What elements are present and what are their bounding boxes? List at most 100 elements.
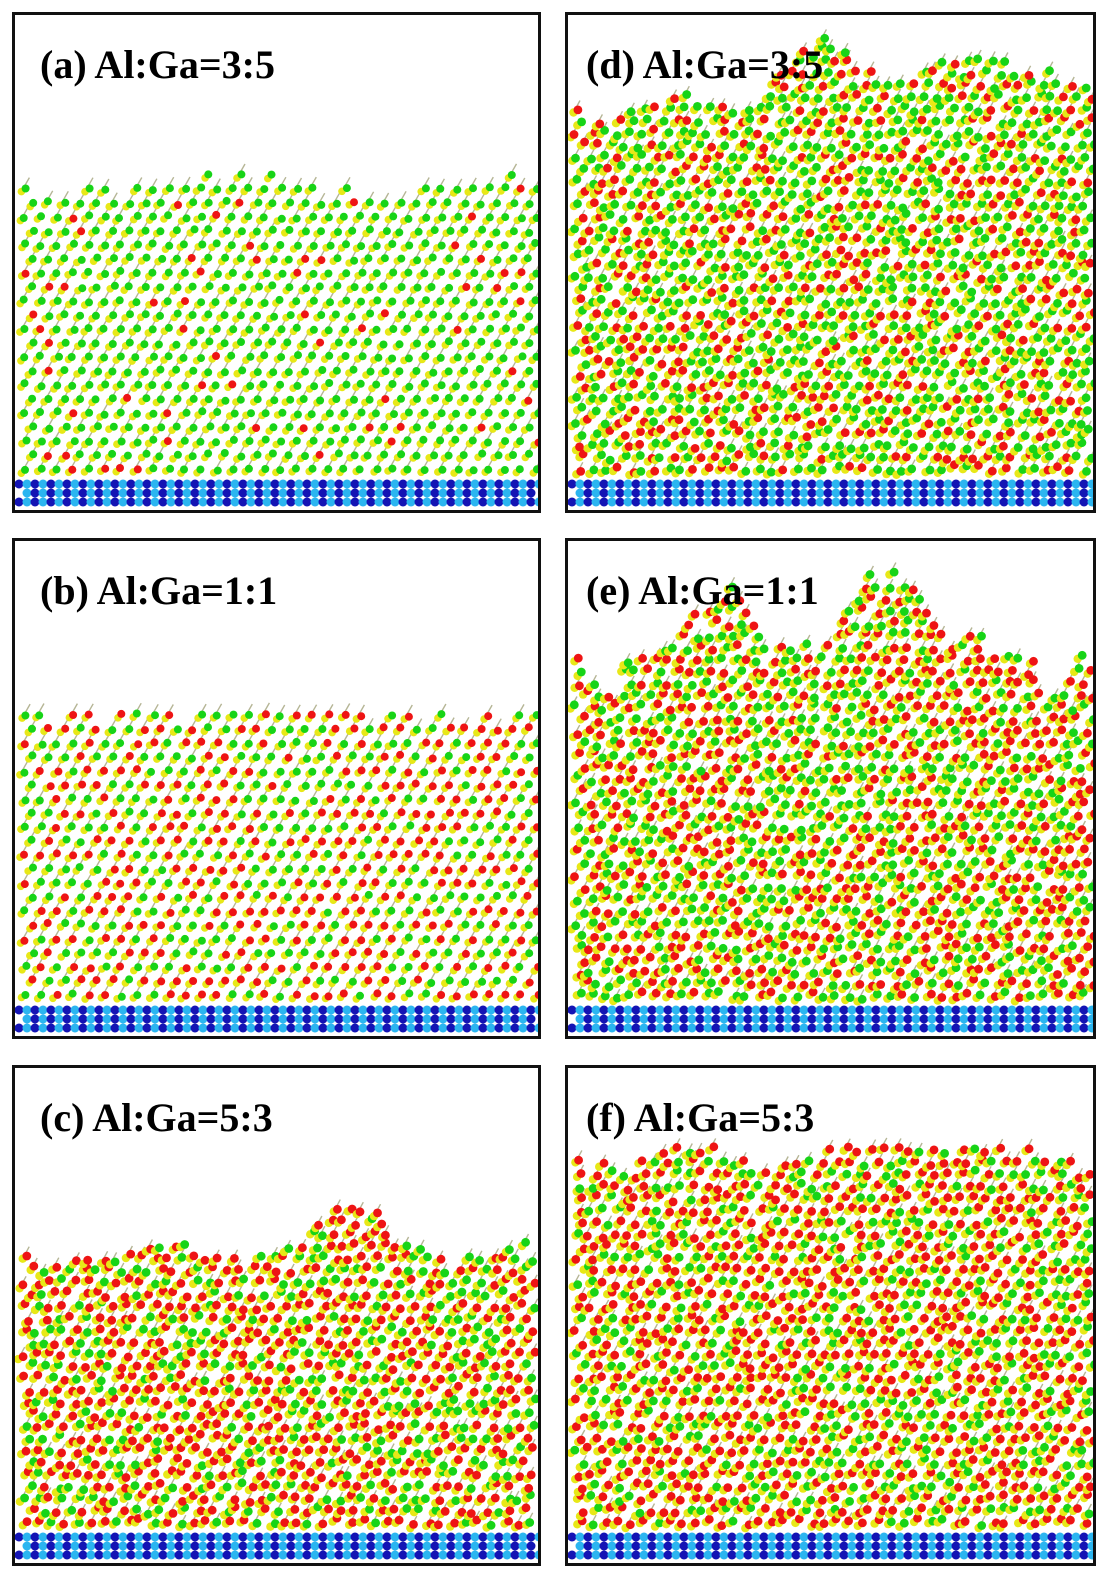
gallium-atom xyxy=(309,269,318,278)
gallium-atom xyxy=(108,394,117,403)
gallium-atom xyxy=(873,465,882,474)
aluminum-atom xyxy=(260,1504,270,1513)
aluminum-atom xyxy=(422,738,431,747)
aluminum-atom xyxy=(472,1373,482,1382)
gallium-atom xyxy=(419,794,428,803)
aluminum-atom xyxy=(253,1328,263,1338)
aluminum-atom xyxy=(498,1400,508,1409)
gallium-atom xyxy=(404,933,413,942)
gallium-atom xyxy=(227,1422,237,1432)
panel-c-structure: (c) Al:Ga=5:3 xyxy=(12,1065,541,1566)
gallium-atom xyxy=(1020,431,1030,440)
gallium-atom xyxy=(437,267,446,276)
aluminum-atom xyxy=(46,782,55,791)
aluminum-atom xyxy=(505,1359,515,1369)
gallium-atom xyxy=(222,196,231,205)
gallium-atom xyxy=(37,935,46,944)
gallium-atom xyxy=(254,338,263,347)
aluminum-atom xyxy=(902,452,911,462)
gallium-atom xyxy=(180,268,189,277)
gallium-atom xyxy=(61,198,70,207)
gallium-atom xyxy=(243,1507,253,1516)
aluminum-atom xyxy=(371,1347,381,1356)
aluminum-atom xyxy=(244,963,253,972)
gallium-atom xyxy=(405,989,414,998)
gallium-atom xyxy=(149,464,158,473)
aluminum-atom xyxy=(61,781,70,790)
gallium-atom xyxy=(294,1375,304,1385)
gallium-atom xyxy=(212,711,221,720)
gallium-atom xyxy=(44,395,53,403)
gallium-atom xyxy=(439,1461,448,1471)
gallium-atom xyxy=(141,1268,151,1277)
aluminum-atom xyxy=(348,948,357,957)
gallium-atom xyxy=(25,1434,35,1444)
gallium-atom xyxy=(133,324,142,333)
aluminum-atom xyxy=(674,415,684,425)
gallium-atom xyxy=(268,726,276,734)
gallium-atom xyxy=(94,367,103,376)
aluminum-atom xyxy=(388,1484,398,1494)
gallium-atom xyxy=(378,1290,388,1300)
gallium-atom xyxy=(158,1359,168,1368)
gallium-atom xyxy=(220,368,229,377)
aluminum-atom xyxy=(234,1387,244,1397)
aluminum-atom xyxy=(380,921,389,930)
aluminum-atom xyxy=(635,439,645,449)
gallium-atom xyxy=(68,268,77,277)
gallium-atom xyxy=(198,710,207,719)
gallium-atom xyxy=(374,436,382,445)
gallium-atom xyxy=(509,451,517,459)
aluminum-atom xyxy=(198,381,207,390)
gallium-atom xyxy=(275,823,284,832)
gallium-atom xyxy=(301,809,310,818)
aluminum-atom xyxy=(200,1516,210,1525)
aluminum-atom xyxy=(517,936,526,945)
aluminum-atom xyxy=(317,256,326,265)
aluminum-atom xyxy=(190,1518,200,1528)
aluminum-atom xyxy=(252,255,261,264)
aluminum-atom xyxy=(441,1430,450,1440)
aluminum-atom xyxy=(266,1301,276,1311)
gallium-atom xyxy=(57,1274,66,1283)
aluminum-atom xyxy=(91,725,100,734)
gallium-atom xyxy=(995,451,1005,461)
gallium-atom xyxy=(410,1419,420,1428)
gallium-atom xyxy=(270,312,279,321)
gallium-atom xyxy=(301,227,310,236)
aluminum-atom xyxy=(245,825,254,833)
gallium-atom xyxy=(221,283,230,292)
aluminum-atom xyxy=(681,426,691,436)
gallium-atom xyxy=(28,254,37,263)
gallium-atom xyxy=(125,725,134,734)
gallium-atom xyxy=(156,198,165,207)
aluminum-atom xyxy=(462,1323,472,1333)
gallium-atom xyxy=(501,183,510,192)
gallium-atom xyxy=(293,381,302,390)
gallium-atom xyxy=(150,1327,160,1336)
aluminum-atom xyxy=(342,767,351,776)
gallium-atom xyxy=(39,1339,49,1349)
aluminum-atom xyxy=(332,865,341,874)
aluminum-atom xyxy=(376,1456,386,1466)
gallium-atom xyxy=(283,338,292,347)
gallium-atom xyxy=(398,1493,408,1503)
aluminum-atom xyxy=(24,1317,33,1326)
gallium-atom xyxy=(148,381,157,389)
gallium-atom xyxy=(72,1374,81,1384)
aluminum-atom xyxy=(343,1326,352,1335)
gallium-atom xyxy=(452,738,461,747)
gallium-atom xyxy=(115,240,124,249)
gallium-atom xyxy=(268,449,277,458)
gallium-atom xyxy=(525,423,534,432)
gallium-atom xyxy=(468,325,477,334)
gallium-atom xyxy=(228,184,237,193)
aluminum-atom xyxy=(377,1219,387,1229)
aluminum-atom xyxy=(533,849,538,858)
gallium-atom xyxy=(348,864,357,873)
gallium-atom xyxy=(436,905,445,914)
aluminum-atom xyxy=(358,879,367,888)
gallium-atom xyxy=(28,367,37,376)
gallium-atom xyxy=(600,419,610,429)
aluminum-atom xyxy=(284,753,293,762)
